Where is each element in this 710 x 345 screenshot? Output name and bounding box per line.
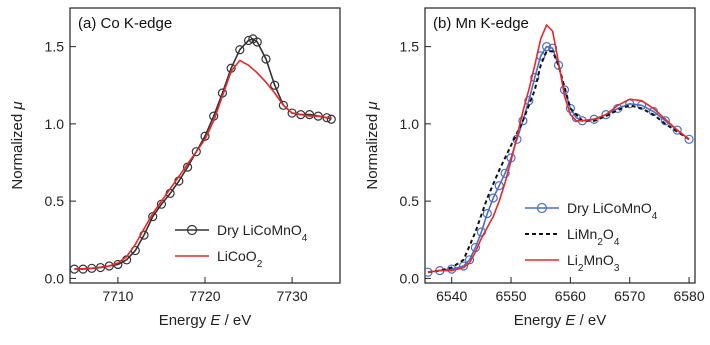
y-axis-label: Normalized μ: [9, 101, 26, 189]
y-tick-label: 0.5: [45, 193, 65, 209]
y-tick-label: 0.0: [400, 270, 420, 286]
legend-label: Li2MnO3: [567, 252, 620, 274]
plot-area: [425, 24, 694, 277]
legend-label: Dry LiCoMnO4: [567, 200, 658, 222]
legend-text-part: 2: [578, 263, 584, 274]
data-point: [684, 134, 694, 144]
x-tick-label: 6560: [555, 288, 586, 304]
legend-text-part: Dry LiCoMnO: [567, 200, 652, 216]
chart-panel-mn-k-edge: 6540 6550 6560 6570 6580 0.0 0.5 1.0 1.5 Energy E…: [364, 7, 705, 329]
x-tick-label: 6550: [495, 288, 526, 304]
x-tick-label: 7720: [189, 288, 220, 304]
data-point: [518, 116, 528, 126]
series-line: [427, 24, 690, 273]
legend-marker: [536, 202, 548, 214]
data-point: [494, 181, 504, 191]
data-point: [482, 208, 492, 219]
y-tick-label: 1.0: [45, 116, 65, 132]
legend-text-part: 2: [257, 259, 263, 270]
legend-text-part: O: [603, 226, 614, 242]
data-point: [243, 35, 254, 46]
series-line: [427, 50, 690, 274]
data-point: [660, 116, 670, 126]
y-tick-label: 1.5: [400, 39, 420, 55]
data-point: [270, 80, 280, 90]
data-point: [601, 110, 611, 120]
series-line: [74, 59, 332, 270]
legend-text-part: 2: [597, 237, 603, 248]
legend-text-part: LiCoO: [217, 248, 257, 264]
data-point: [252, 37, 262, 47]
legend-text-part: Dry LiCoMnO: [217, 222, 302, 238]
x-axis-label: Energy E / eV: [514, 312, 607, 329]
legend-text-part: 4: [652, 211, 658, 222]
legend-text-part: 4: [614, 237, 620, 248]
data-point: [326, 114, 336, 124]
y-tick-label: 0.5: [400, 193, 420, 209]
panel-label: (a) Co K-edge: [78, 15, 172, 32]
legend-label: Dry LiCoMnO4: [217, 222, 308, 244]
data-point: [542, 42, 552, 52]
plot-frame: [69, 7, 341, 284]
plot-area: [70, 34, 336, 274]
y-axis-label: Normalized μ: [364, 101, 381, 189]
data-point: [191, 147, 201, 157]
x-tick-label: 6580: [673, 288, 704, 304]
data-point: [500, 168, 510, 178]
legend-label: LiCoO2: [217, 248, 263, 270]
data-point: [488, 193, 498, 203]
plot-frame: [424, 7, 696, 284]
data-point: [530, 72, 540, 83]
x-tick-label: 6570: [614, 288, 645, 304]
y-tick-label: 1.0: [400, 116, 420, 132]
data-point: [672, 125, 682, 135]
data-point: [235, 45, 245, 55]
x-tick-label: 6540: [436, 288, 467, 304]
legend-label: LiMn2O4: [567, 226, 620, 248]
legend-text-part: MnO: [583, 252, 613, 268]
x-tick-label: 7730: [277, 288, 308, 304]
legend-text-part: 4: [302, 233, 308, 244]
series-line: [427, 45, 690, 273]
legend-text-part: Li: [567, 252, 578, 268]
y-tick-label: 0.0: [45, 270, 65, 286]
data-point: [261, 54, 271, 64]
legend-text-part: LiMn: [567, 226, 597, 242]
y-tick-label: 1.5: [45, 39, 65, 55]
legend-marker: [186, 224, 198, 236]
chart-panel-co-k-edge: 7710 7720 7730 0.0 0.5 1.0 1.5 Energy E / eV Nor…: [9, 7, 341, 329]
x-axis-label: Energy E / eV: [159, 312, 252, 329]
panel-label: (b) Mn K-edge: [433, 15, 529, 32]
data-point: [278, 100, 288, 110]
data-point: [458, 261, 469, 271]
x-tick-label: 7710: [102, 288, 133, 304]
data-point: [304, 110, 315, 120]
legend-text-part: 3: [614, 263, 620, 274]
